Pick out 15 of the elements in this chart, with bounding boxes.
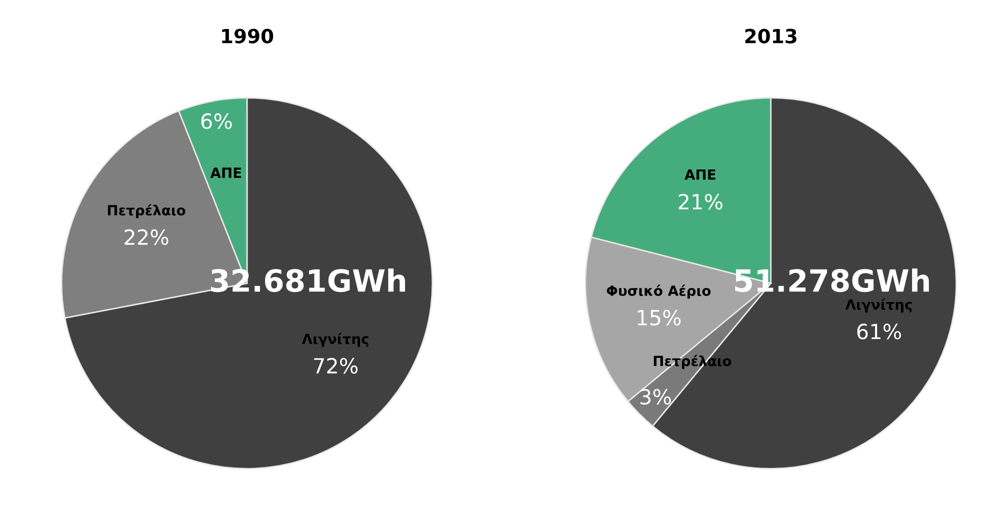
- slice-label: Λιγνίτης: [302, 332, 368, 347]
- data-label: 6%: [201, 113, 232, 130]
- data-label: 21%: [678, 194, 722, 210]
- slice-label: Πετρέλαιο: [108, 204, 186, 218]
- data-label: 15%: [638, 310, 681, 326]
- slice-label: Φυσικό Αέριο: [606, 284, 711, 299]
- slice-label: Λιγνίτης: [845, 298, 912, 312]
- chart-title: 2013: [745, 28, 796, 44]
- data-label: 3%: [640, 388, 671, 405]
- data-label: 61%: [857, 324, 901, 340]
- chart-title: 1990: [222, 28, 274, 44]
- data-label: 72%: [314, 358, 358, 374]
- slice-label: ΑΠΕ: [684, 169, 716, 180]
- data-label: 22%: [124, 229, 168, 246]
- slice-label: ΑΠΕ: [210, 168, 242, 178]
